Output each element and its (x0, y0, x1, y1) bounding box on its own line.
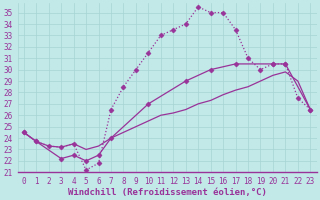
X-axis label: Windchill (Refroidissement éolien,°C): Windchill (Refroidissement éolien,°C) (68, 188, 267, 197)
